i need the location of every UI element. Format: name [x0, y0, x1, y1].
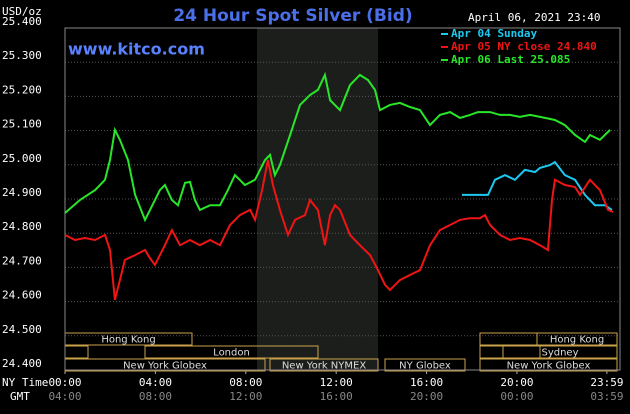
- plot-frame: [64, 27, 621, 371]
- legend-label: Apr 06 Last 25.085: [451, 53, 570, 66]
- session-label: New York NYMEX: [282, 361, 367, 372]
- legend-label: Apr 05 NY close 24.840: [451, 40, 597, 53]
- x2-tick-label: 08:00: [139, 390, 172, 403]
- site-label: www.kitco.com: [68, 40, 205, 59]
- y-tick-label: 25.000: [2, 152, 42, 165]
- unit-label: USD/oz: [2, 5, 42, 18]
- session-box: [479, 358, 618, 372]
- x-tick-label: 20:00: [500, 376, 533, 389]
- y-tick-label: 24.500: [2, 323, 42, 336]
- session-box: [269, 358, 379, 372]
- x-tick-label: 08:00: [229, 376, 262, 389]
- y-tick-label: 24.800: [2, 220, 42, 233]
- series-line: [64, 159, 614, 301]
- session-label: London: [213, 348, 250, 359]
- x2-axis-label: GMT: [10, 390, 30, 403]
- session-label: Hong Kong: [550, 335, 604, 346]
- session-box: [502, 345, 618, 359]
- session-box: [536, 332, 618, 346]
- x2-tick-label: 03:59: [590, 390, 623, 403]
- x-tick-label: 04:00: [139, 376, 172, 389]
- timestamp: April 06, 2021 23:40: [468, 11, 600, 24]
- x-axis-label: NY Time: [2, 376, 48, 389]
- session-label: NY Globex: [399, 361, 451, 372]
- session-label: Sydney: [541, 348, 578, 359]
- series-line: [64, 71, 611, 223]
- session-label: Hong Kong: [101, 335, 155, 346]
- y-tick-label: 25.200: [2, 83, 42, 96]
- session-box: [144, 345, 319, 359]
- x-tick-label: 12:00: [320, 376, 353, 389]
- y-tick-label: 25.300: [2, 49, 42, 62]
- y-tick-label: 25.100: [2, 118, 42, 131]
- x2-tick-label: 00:00: [500, 390, 533, 403]
- x-tick-label: 23:59: [590, 376, 623, 389]
- y-tick-label: 24.900: [2, 186, 42, 199]
- y-tick-label: 24.400: [2, 357, 42, 370]
- chart-title: 24 Hour Spot Silver (Bid): [173, 6, 412, 26]
- x2-tick-label: 16:00: [320, 390, 353, 403]
- session-label: New York Globex: [507, 361, 591, 372]
- x-tick-label: 16:00: [410, 376, 443, 389]
- y-tick-label: 25.400: [2, 15, 42, 28]
- series-line: [462, 160, 613, 211]
- x2-tick-label: 12:00: [229, 390, 262, 403]
- legend-label: Apr 04 Sunday: [451, 27, 537, 40]
- session-label: New York Globex: [123, 361, 207, 372]
- y-tick-label: 24.700: [2, 254, 42, 267]
- y-tick-label: 24.600: [2, 289, 42, 302]
- session-box: [384, 358, 466, 372]
- x2-tick-label: 04:00: [48, 390, 81, 403]
- x-tick-label: 00:00: [48, 376, 81, 389]
- x2-tick-label: 20:00: [410, 390, 443, 403]
